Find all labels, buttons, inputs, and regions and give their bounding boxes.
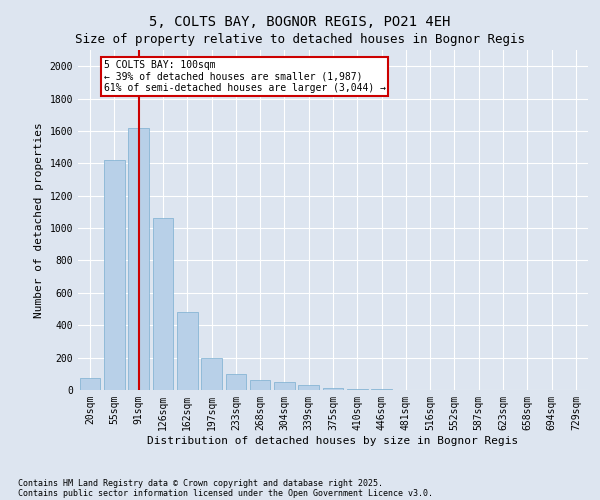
Bar — [80, 378, 100, 390]
Bar — [152, 218, 173, 390]
Bar — [201, 358, 222, 390]
Bar — [250, 380, 271, 390]
Bar — [347, 388, 368, 390]
Bar — [104, 160, 125, 390]
Bar — [371, 389, 392, 390]
Text: Size of property relative to detached houses in Bognor Regis: Size of property relative to detached ho… — [75, 32, 525, 46]
X-axis label: Distribution of detached houses by size in Bognor Regis: Distribution of detached houses by size … — [148, 436, 518, 446]
Bar — [323, 388, 343, 390]
Bar — [226, 374, 246, 390]
Text: 5, COLTS BAY, BOGNOR REGIS, PO21 4EH: 5, COLTS BAY, BOGNOR REGIS, PO21 4EH — [149, 15, 451, 29]
Bar — [177, 312, 197, 390]
Text: 5 COLTS BAY: 100sqm
← 39% of detached houses are smaller (1,987)
61% of semi-det: 5 COLTS BAY: 100sqm ← 39% of detached ho… — [104, 60, 386, 94]
Bar — [298, 385, 319, 390]
Y-axis label: Number of detached properties: Number of detached properties — [34, 122, 44, 318]
Bar — [274, 382, 295, 390]
Bar — [128, 128, 149, 390]
Text: Contains HM Land Registry data © Crown copyright and database right 2025.: Contains HM Land Registry data © Crown c… — [18, 478, 383, 488]
Text: Contains public sector information licensed under the Open Government Licence v3: Contains public sector information licen… — [18, 488, 433, 498]
